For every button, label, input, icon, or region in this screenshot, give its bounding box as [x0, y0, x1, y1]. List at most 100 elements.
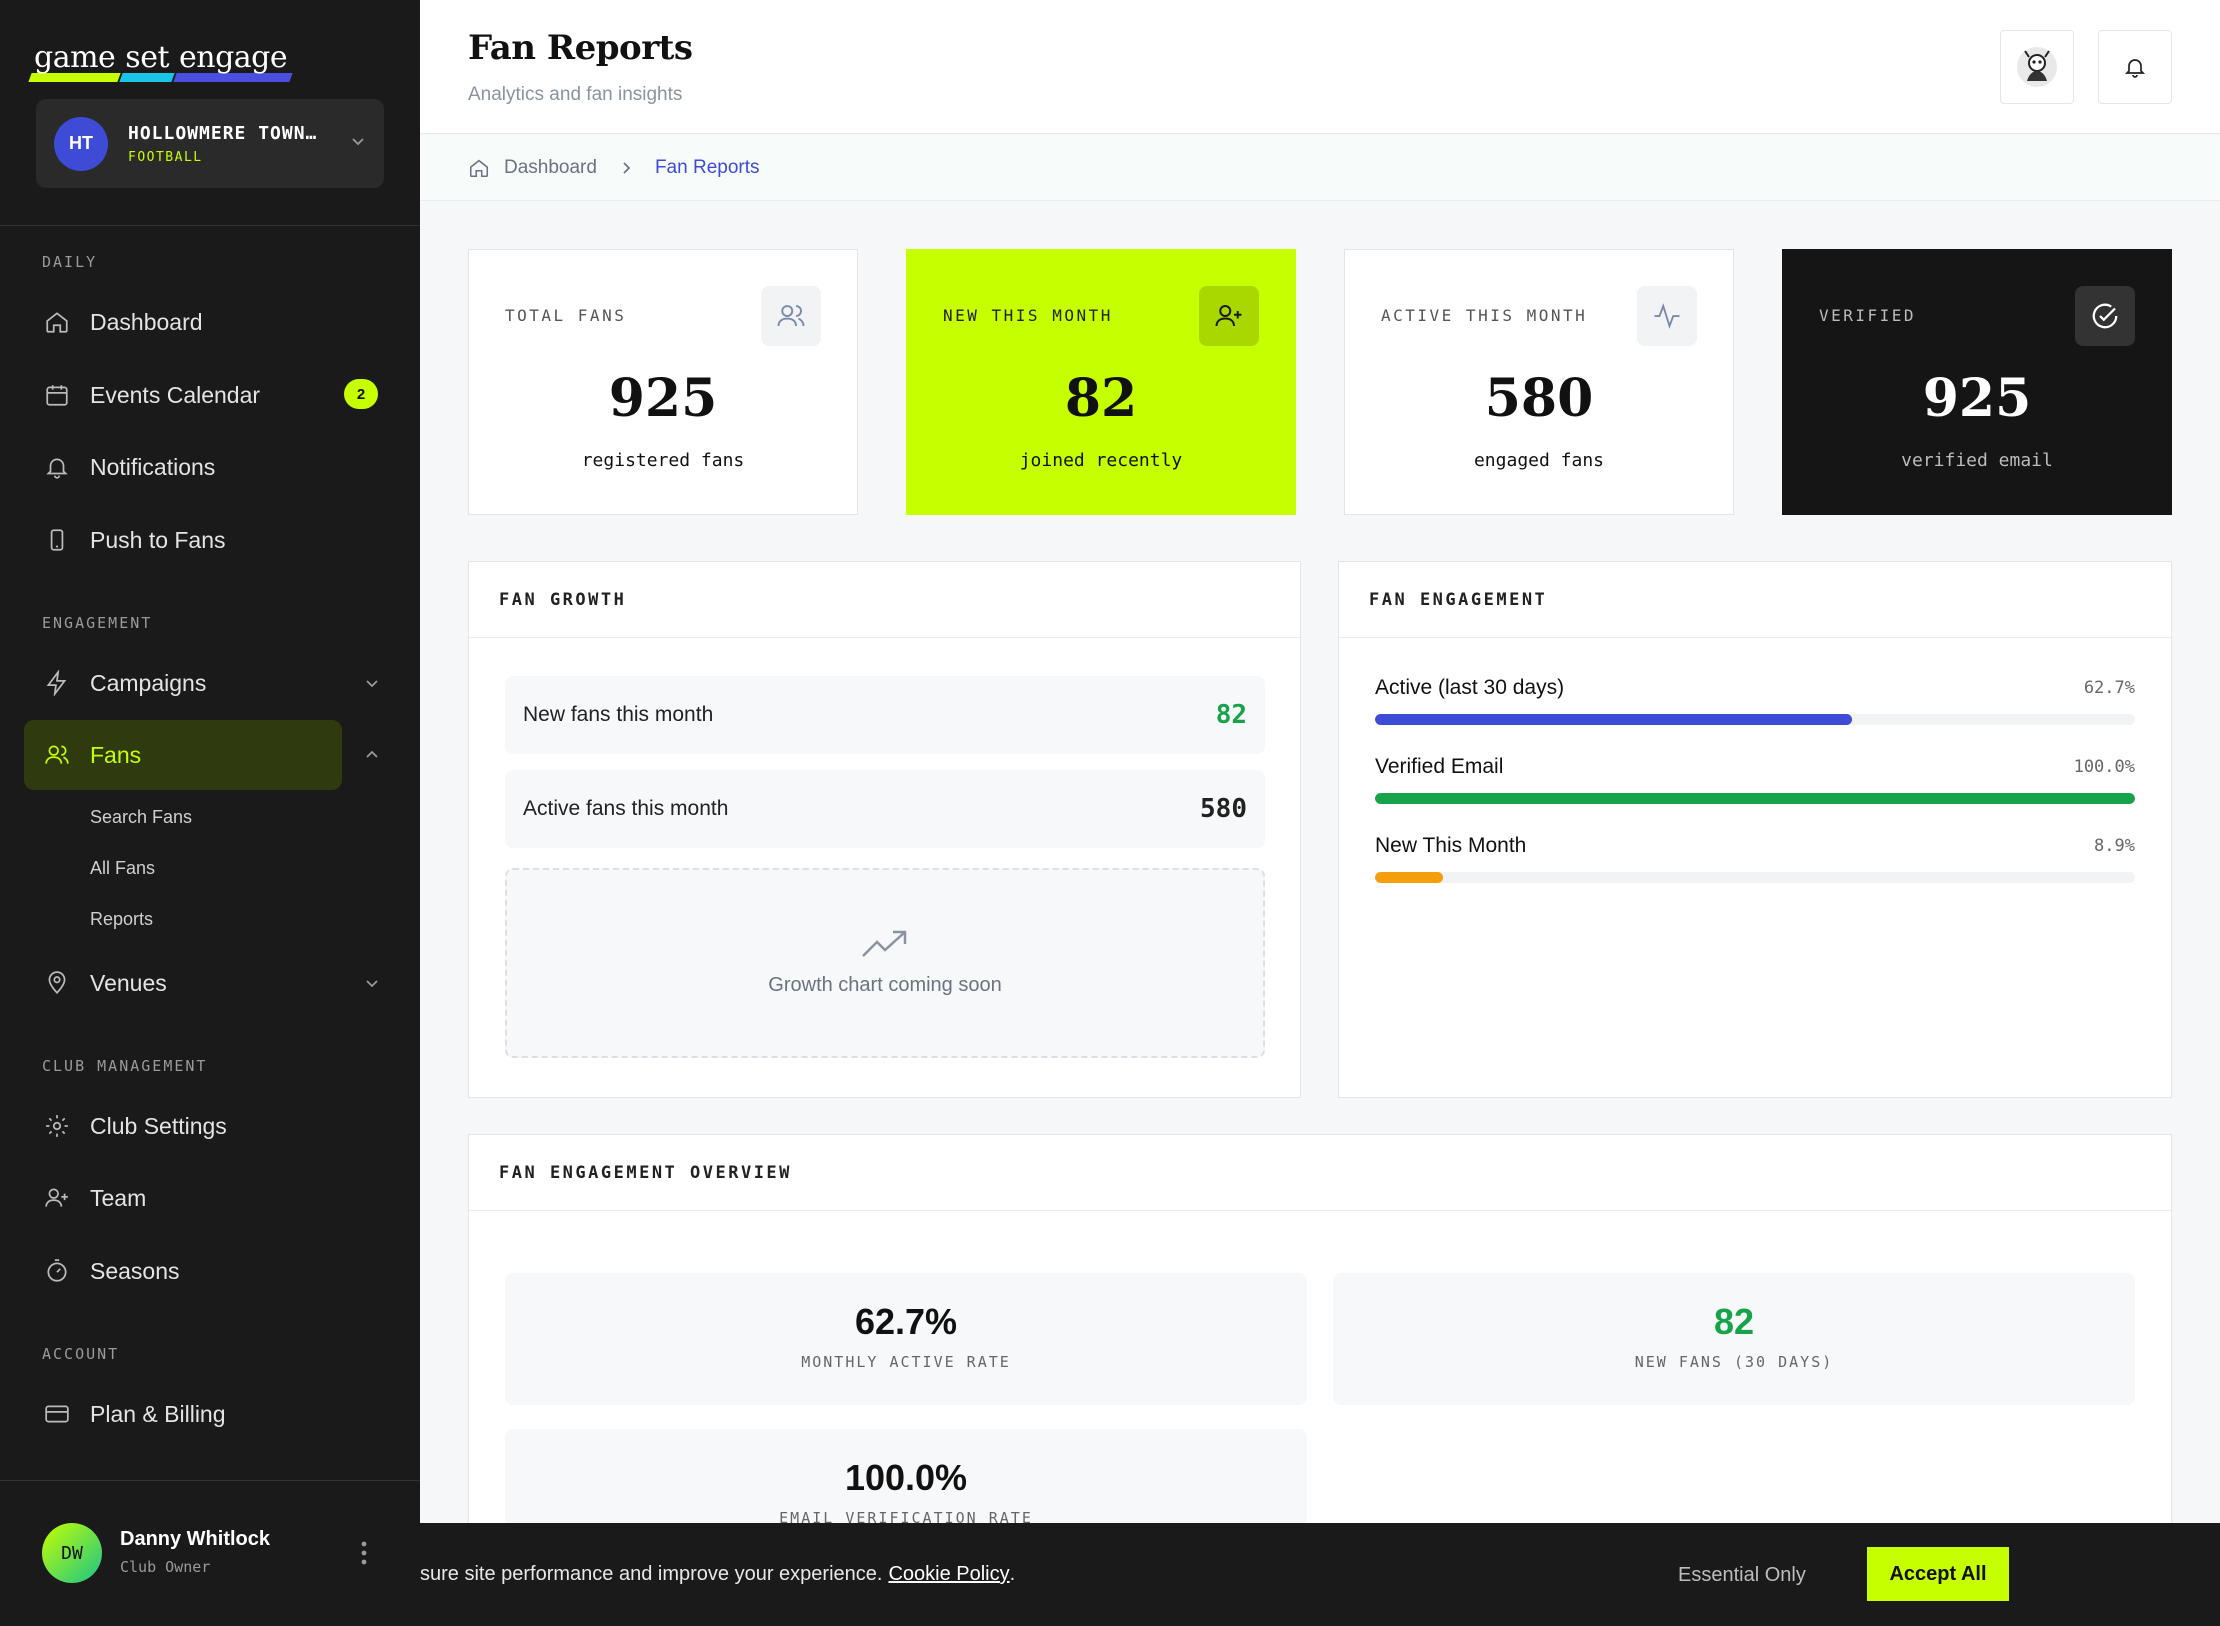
panel-title: FAN ENGAGEMENT OVERVIEW [469, 1135, 2171, 1211]
profile-avatar-button[interactable] [2000, 30, 2074, 104]
sidebar-item-seasons[interactable]: Seasons [24, 1236, 342, 1306]
stat-label: NEW THIS MONTH [943, 306, 1113, 325]
sidebar-item-plan-billing[interactable]: Plan & Billing [24, 1379, 342, 1449]
phone-icon [42, 525, 72, 555]
brand-word-game: game [34, 40, 116, 80]
users-icon [761, 286, 821, 346]
notifications-button[interactable] [2098, 30, 2172, 104]
stat-label: ACTIVE THIS MONTH [1381, 306, 1588, 325]
progress-fill [1375, 714, 1852, 725]
avatar-icon [2017, 47, 2057, 87]
sidebar-item-campaigns[interactable]: Campaigns [24, 648, 342, 718]
club-switcher[interactable]: HT HOLLOWMERE TOWN… FOOTBALL [36, 99, 384, 188]
sidebar-subitem-reports[interactable]: Reports [90, 909, 154, 929]
more-vertical-icon[interactable] [352, 1535, 376, 1571]
user-plus-icon [42, 1183, 72, 1213]
cookie-message: sure site performance and improve your e… [420, 1523, 1015, 1626]
sidebar: game set engage HT HOLLOWMERE TOWN… FOOT… [0, 0, 420, 1626]
page-subtitle: Analytics and fan insights [468, 84, 683, 105]
stat-label: VERIFIED [1819, 306, 1917, 325]
cookie-banner: sure site performance and improve your e… [420, 1523, 2220, 1626]
row-label: Active fans this month [523, 797, 729, 820]
sidebar-item-label: Notifications [90, 453, 216, 480]
breadcrumb: Dashboard Fan Reports [420, 135, 2220, 201]
user-name: Danny Whitlock [120, 1528, 271, 1550]
breadcrumb-current: Fan Reports [654, 156, 760, 178]
breadcrumb-home-link[interactable]: Dashboard [468, 157, 597, 179]
page-header: Fan Reports Analytics and fan insights [420, 0, 2220, 134]
growth-row-active-fans: Active fans this month 580 [505, 770, 1265, 848]
timer-icon [42, 1256, 72, 1286]
sidebar-item-push-to-fans[interactable]: Push to Fans [24, 505, 342, 575]
row-label: New fans this month [523, 703, 714, 726]
users-icon [42, 740, 72, 770]
sidebar-item-label: Plan & Billing [90, 1400, 226, 1427]
section-label-daily: DAILY [42, 253, 98, 271]
activity-icon [1637, 286, 1697, 346]
overview-label: MONTHLY ACTIVE RATE [801, 1353, 1011, 1371]
sidebar-item-club-settings[interactable]: Club Settings [24, 1091, 342, 1161]
progress-track [1375, 872, 2135, 883]
engagement-percent: 100.0% [2073, 757, 2135, 777]
progress-fill [1375, 872, 1443, 883]
chevron-down-icon[interactable] [358, 969, 386, 997]
engagement-label: New This Month [1375, 834, 1527, 857]
home-icon [42, 307, 72, 337]
sidebar-item-label: Club Settings [90, 1112, 227, 1139]
pin-icon [42, 968, 72, 998]
row-value: 82 [1215, 700, 1247, 730]
cookie-policy-link[interactable]: Cookie Policy [888, 1563, 1010, 1585]
stat-note: joined recently [1019, 450, 1183, 471]
sidebar-item-notifications[interactable]: Notifications [24, 432, 342, 502]
stat-card-new-this-month: NEW THIS MONTH 82 joined recently [906, 249, 1296, 515]
stat-note: verified email [1901, 450, 2053, 471]
sidebar-item-label: Team [90, 1184, 147, 1211]
brand-logo[interactable]: game set engage [34, 40, 288, 80]
club-name: HOLLOWMERE TOWN… [128, 122, 318, 144]
placeholder-text: Growth chart coming soon [768, 973, 1002, 996]
main-content: TOTAL FANS 925 registered fans NEW THIS … [420, 202, 2220, 1626]
brand-word-set: set [125, 40, 169, 80]
user-role: Club Owner [120, 1558, 211, 1576]
club-sport: FOOTBALL [128, 149, 203, 165]
trending-up-icon [862, 930, 907, 957]
chevron-right-icon [619, 161, 633, 175]
essential-only-button[interactable]: Essential Only [1678, 1563, 1806, 1586]
bolt-icon [42, 668, 72, 698]
overview-label: NEW FANS (30 DAYS) [1634, 1353, 1834, 1371]
progress-track [1375, 793, 2135, 804]
check-circle-icon [2075, 286, 2135, 346]
sidebar-item-venues[interactable]: Venues [24, 948, 342, 1018]
section-label-engagement: ENGAGEMENT [42, 614, 153, 632]
overview-value: 62.7% [854, 1301, 958, 1342]
growth-chart-placeholder: Growth chart coming soon [505, 868, 1265, 1058]
sidebar-item-label: Events Calendar [90, 381, 261, 408]
stat-note: registered fans [581, 450, 745, 471]
engagement-percent: 8.9% [2094, 836, 2135, 856]
accept-all-button[interactable]: Accept All [1867, 1547, 2009, 1601]
sidebar-subitem-search-fans[interactable]: Search Fans [90, 807, 193, 827]
sidebar-item-fans[interactable]: Fans [24, 720, 342, 790]
sidebar-item-team[interactable]: Team [24, 1163, 342, 1233]
engagement-row: New This Month 8.9% [1375, 834, 2135, 883]
sidebar-item-events-calendar[interactable]: Events Calendar [24, 360, 342, 430]
stat-value: 82 [1064, 368, 1138, 429]
overview-card-monthly-active-rate: 62.7% MONTHLY ACTIVE RATE [505, 1273, 1307, 1405]
chevron-up-icon[interactable] [358, 741, 386, 769]
calendar-icon [42, 380, 72, 410]
sidebar-item-dashboard[interactable]: Dashboard [24, 287, 342, 357]
panel-title: FAN ENGAGEMENT [1339, 562, 2171, 638]
sidebar-item-label: Push to Fans [90, 526, 226, 553]
sidebar-subitem-all-fans[interactable]: All Fans [90, 858, 156, 878]
chevron-down-icon[interactable] [358, 669, 386, 697]
avatar[interactable]: DW [42, 1523, 102, 1583]
bell-icon [42, 452, 72, 482]
sidebar-item-label: Venues [90, 969, 167, 996]
stat-card-total-fans: TOTAL FANS 925 registered fans [468, 249, 858, 515]
panel-title: FAN GROWTH [469, 562, 1300, 638]
sidebar-footer-divider [0, 1480, 420, 1481]
engagement-row: Verified Email 100.0% [1375, 755, 2135, 804]
sidebar-item-label: Fans [90, 741, 142, 768]
stat-card-verified: VERIFIED 925 verified email [1782, 249, 2172, 515]
stat-value: 925 [608, 368, 718, 429]
